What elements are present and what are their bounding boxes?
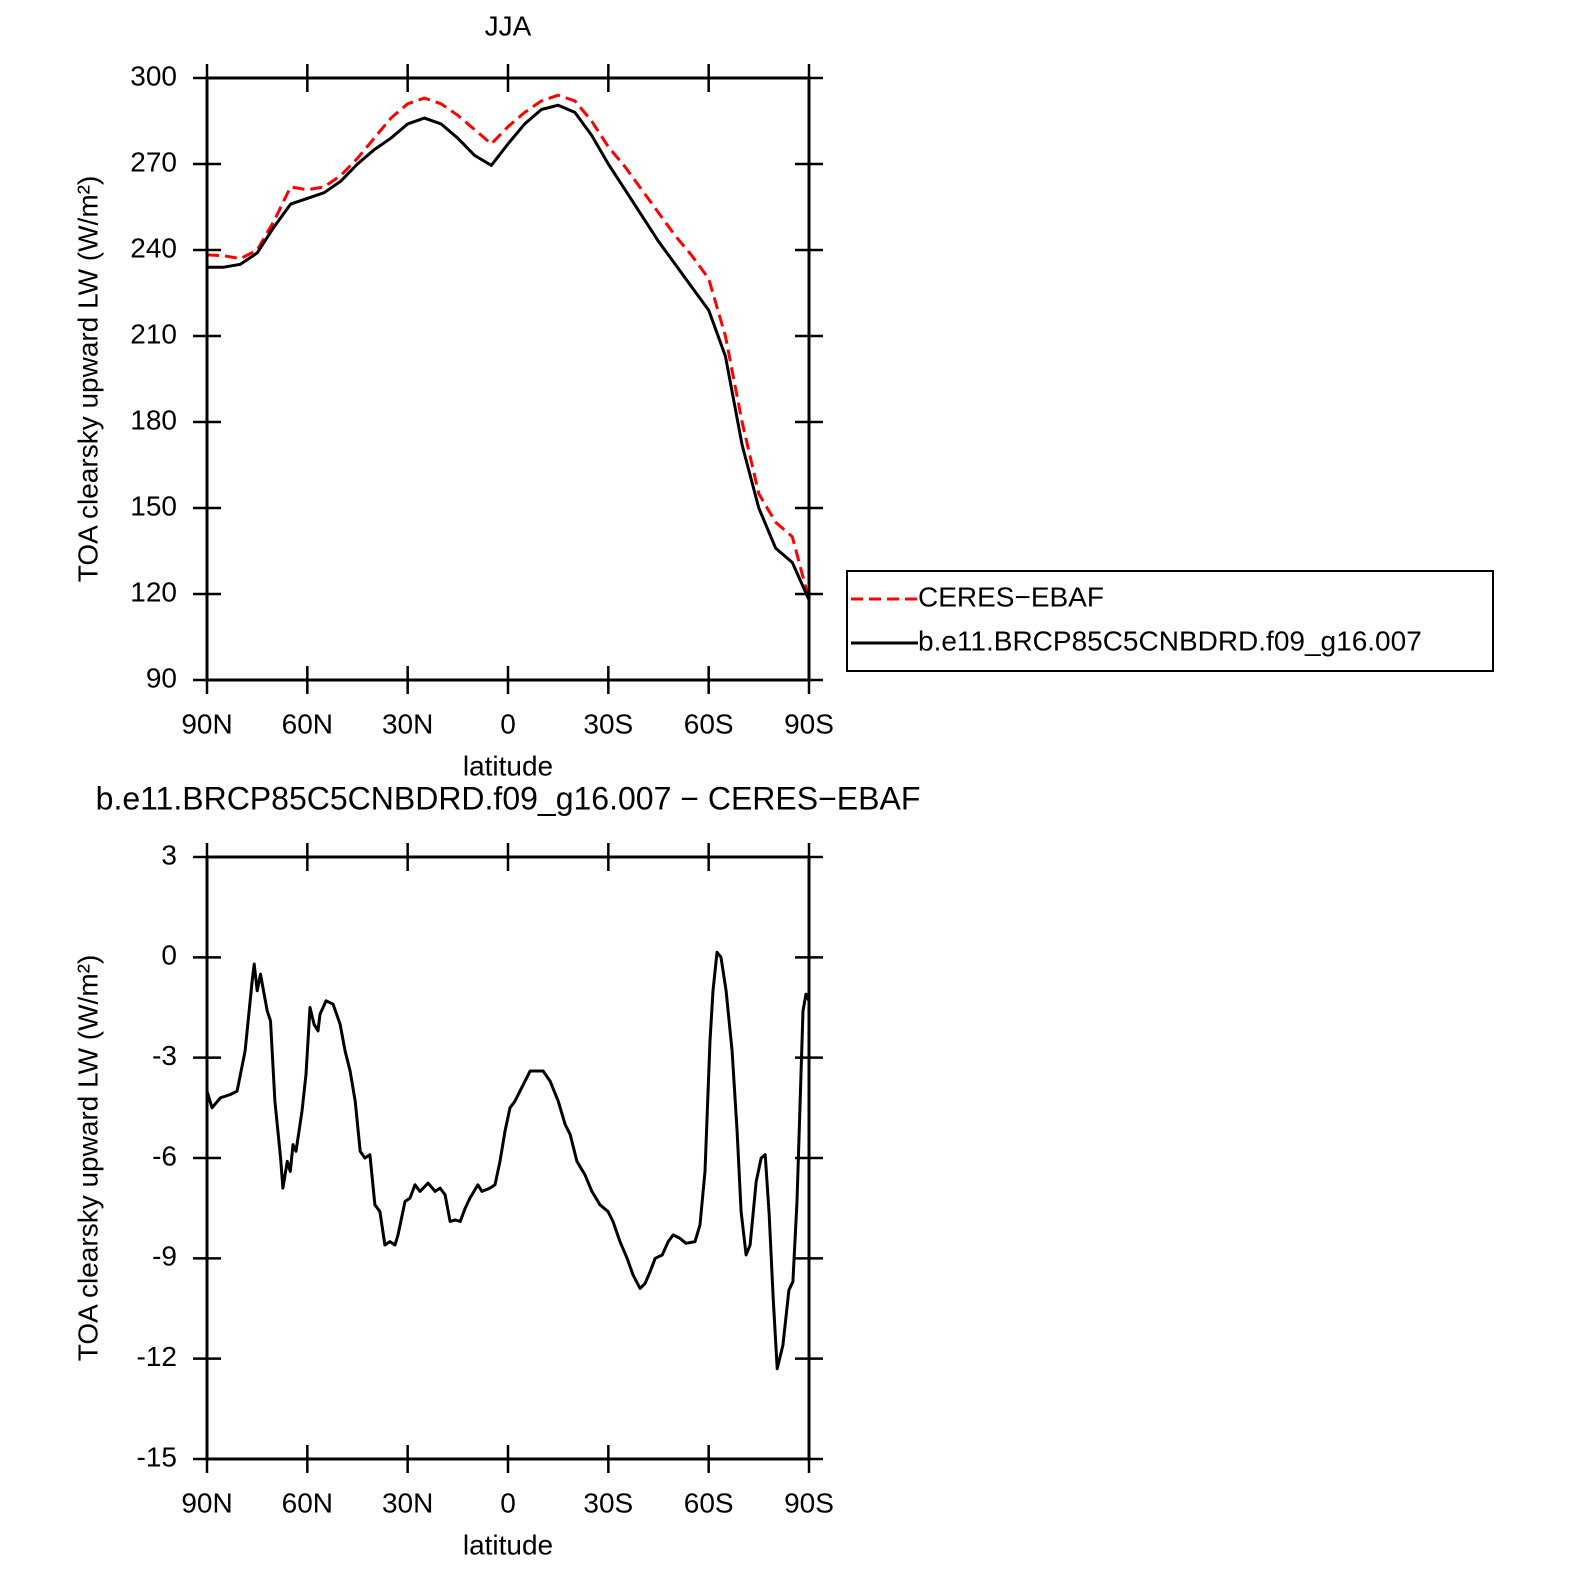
x-tick-label: 30S (583, 1487, 633, 1518)
y-tick-label: 0 (161, 940, 177, 971)
x-tick-label: 60S (684, 1487, 734, 1518)
chart-title: JJA (485, 10, 532, 41)
panel: b.e11.BRCP85C5CNBDRD.f09_g16.007 − CERES… (72, 780, 920, 1560)
chart-title: b.e11.BRCP85C5CNBDRD.f09_g16.007 − CERES… (96, 780, 921, 816)
y-tick-label: -3 (152, 1040, 177, 1071)
x-tick-label: 60N (282, 1487, 333, 1518)
x-tick-label: 90N (181, 708, 232, 739)
y-tick-label: 300 (130, 60, 177, 91)
y-tick-label: -6 (152, 1140, 177, 1171)
x-tick-label: 90N (181, 1487, 232, 1518)
x-tick-label: 0 (500, 1487, 516, 1518)
legend-label: b.e11.BRCP85C5CNBDRD.f09_g16.007 (918, 625, 1422, 656)
data-line (205, 950, 811, 1371)
y-tick-label: 180 (130, 404, 177, 435)
y-axis-label: TOA clearsky upward LW (W/m²) (72, 176, 103, 583)
panel: JJA 90 120 150 180 210 240 270 300 90N 60N 30N 0 30S 6… (72, 10, 834, 781)
legend: CERES−EBAF b.e11.BRCP85C5CNBDRD.f09_g16.0… (846, 570, 1494, 672)
x-tick-label: 90S (784, 708, 834, 739)
legend-box (846, 570, 1494, 672)
x-tick-label: 0 (500, 708, 516, 739)
data-line (206, 93, 811, 601)
x-tick-label: 60N (282, 708, 333, 739)
legend-label: CERES−EBAF (918, 581, 1104, 612)
plot-frame (205, 76, 811, 682)
x-axis-label: latitude (463, 1529, 553, 1560)
x-tick-label: 30N (382, 1487, 433, 1518)
x-tick-label: 90S (784, 1487, 834, 1518)
x-tick-label: 30S (583, 708, 633, 739)
y-tick-label: 270 (130, 146, 177, 177)
y-tick-label: -9 (152, 1241, 177, 1272)
data-line (207, 103, 811, 601)
y-axis-label: TOA clearsky upward LW (W/m²) (72, 955, 103, 1362)
y-tick-label: 240 (130, 232, 177, 263)
y-tick-label: 90 (146, 662, 177, 693)
y-tick-label: 3 (161, 839, 177, 870)
x-tick-label: 60S (684, 708, 734, 739)
y-tick-label: 150 (130, 490, 177, 521)
y-tick-label: -12 (137, 1341, 177, 1372)
plot-frame (205, 855, 811, 1461)
y-tick-label: 120 (130, 576, 177, 607)
x-tick-label: 30N (382, 708, 433, 739)
y-tick-label: -15 (137, 1441, 177, 1472)
x-axis-label: latitude (463, 750, 553, 781)
y-tick-label: 210 (130, 318, 177, 349)
